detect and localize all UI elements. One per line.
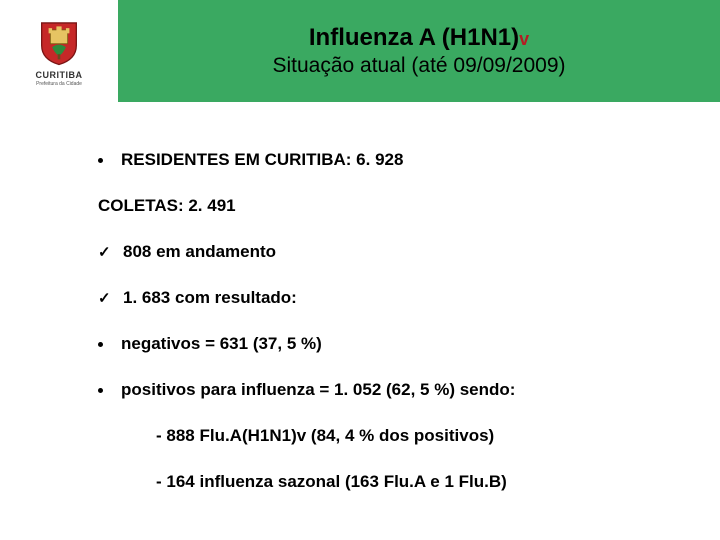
logo-box: CURITIBA Prefeitura da Cidade <box>0 0 118 102</box>
line-andamento: ✓ 808 em andamento <box>98 242 622 262</box>
text-negativos: negativos = 631 (37, 5 %) <box>121 334 322 354</box>
logo-brand-text: CURITIBA <box>36 70 83 80</box>
text-resultado: 1. 683 com resultado: <box>123 288 297 308</box>
line-sub2: - 164 influenza sazonal (163 Flu.A e 1 F… <box>156 472 622 492</box>
line-positivos: positivos para influenza = 1. 052 (62, 5… <box>98 380 622 400</box>
bullet-dot-icon <box>98 158 103 163</box>
title-box: Influenza A (H1N1)v Situação atual (até … <box>118 0 720 102</box>
slide-header: CURITIBA Prefeitura da Cidade Influenza … <box>0 0 720 102</box>
text-sub1: - 888 Flu.A(H1N1)v (84, 4 % dos positivo… <box>156 426 494 446</box>
text-positivos: positivos para influenza = 1. 052 (62, 5… <box>121 380 515 400</box>
slide-content: RESIDENTES EM CURITIBA: 6. 928 COLETAS: … <box>0 102 720 492</box>
text-andamento: 808 em andamento <box>123 242 276 262</box>
line-sub1: - 888 Flu.A(H1N1)v (84, 4 % dos positivo… <box>156 426 622 446</box>
text-sub2: - 164 influenza sazonal (163 Flu.A e 1 F… <box>156 472 507 492</box>
check-icon: ✓ <box>98 291 113 306</box>
slide-subtitle: Situação atual (até 09/09/2009) <box>272 54 565 78</box>
text-coletas: COLETAS: 2. 491 <box>98 196 236 216</box>
title-suffix: v <box>519 29 529 49</box>
title-prefix: Influenza A (H1N1) <box>309 24 519 51</box>
line-coletas: COLETAS: 2. 491 <box>98 196 622 216</box>
text-residentes: RESIDENTES EM CURITIBA: 6. 928 <box>121 150 403 170</box>
check-icon: ✓ <box>98 245 113 260</box>
curitiba-crest-icon <box>33 16 85 68</box>
bullet-dot-icon <box>98 342 103 347</box>
slide-title: Influenza A (H1N1)v <box>309 24 529 52</box>
logo-tagline-text: Prefeitura da Cidade <box>36 81 82 87</box>
bullet-dot-icon <box>98 388 103 393</box>
line-resultado: ✓ 1. 683 com resultado: <box>98 288 622 308</box>
line-residentes: RESIDENTES EM CURITIBA: 6. 928 <box>98 150 622 170</box>
line-negativos: negativos = 631 (37, 5 %) <box>98 334 622 354</box>
